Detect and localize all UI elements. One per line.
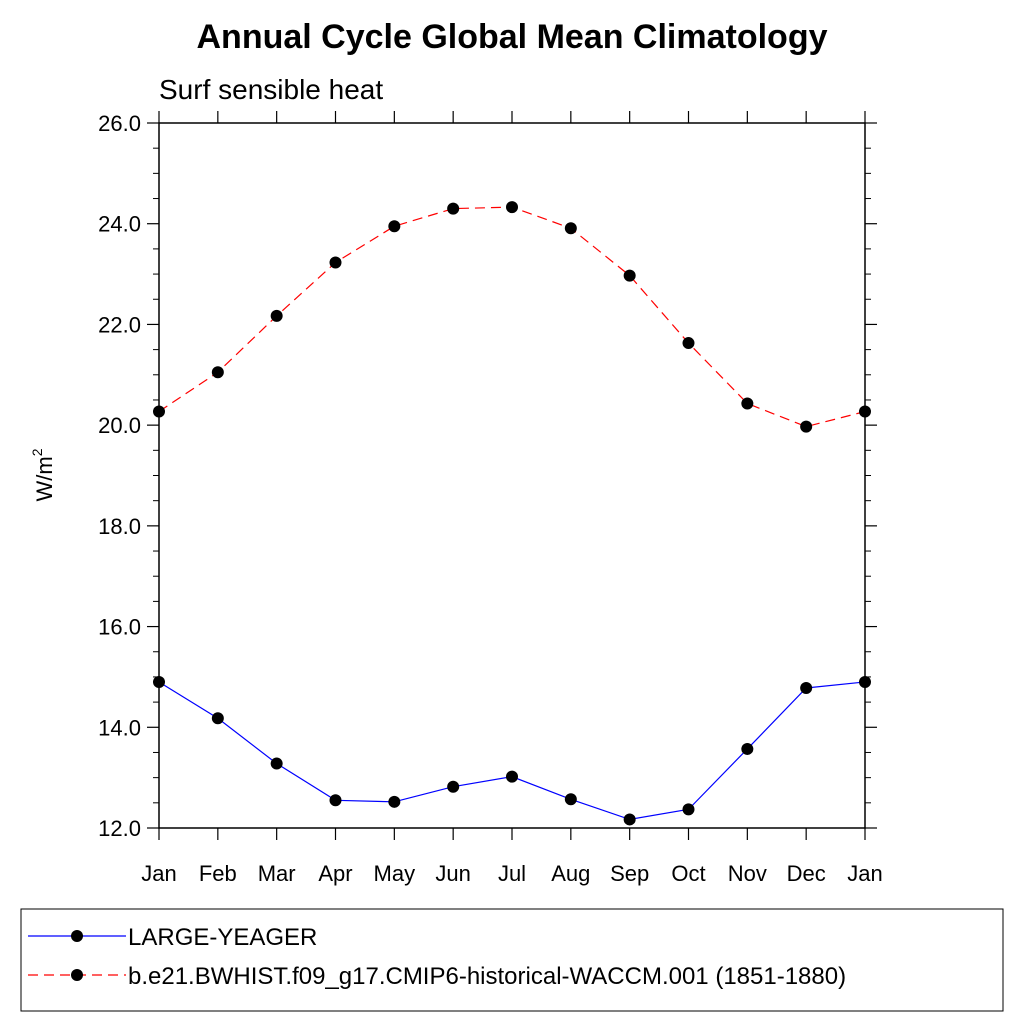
series-2-point bbox=[859, 405, 871, 418]
plot-frame bbox=[158, 122, 866, 829]
y-axis-label-base: W/m bbox=[32, 456, 57, 501]
series-1-point bbox=[859, 675, 871, 688]
axis-ticks: 12.0 14.0 16.0 18.0 20.0 22.0 24.0 26.0 Jan Feb Ma… bbox=[98, 111, 883, 886]
series-2-point bbox=[447, 202, 460, 215]
legend-marker-2 bbox=[71, 969, 83, 981]
series-2-point bbox=[329, 256, 342, 269]
x-tick-label: Apr bbox=[318, 861, 352, 886]
series-2-point bbox=[506, 201, 518, 214]
y-tick-label: 20.0 bbox=[98, 413, 141, 438]
series-1-point bbox=[506, 770, 518, 783]
series-2-point bbox=[388, 220, 401, 233]
y-tick-label: 24.0 bbox=[98, 212, 141, 237]
series-1-point bbox=[447, 780, 460, 793]
x-tick-label: Aug bbox=[551, 861, 590, 886]
legend-box bbox=[20, 908, 1004, 1012]
y-tick-label: 26.0 bbox=[98, 111, 141, 136]
series-2-point bbox=[623, 269, 636, 282]
chart-title: Annual Cycle Global Mean Climatology bbox=[197, 18, 828, 56]
x-tick-label: Jul bbox=[498, 861, 526, 886]
x-tick-label: Jan bbox=[847, 861, 882, 886]
series-1-point bbox=[211, 712, 224, 725]
x-tick-label: Dec bbox=[787, 861, 826, 886]
series-1-point bbox=[388, 795, 401, 808]
series-layer bbox=[153, 201, 871, 826]
series-1-point bbox=[682, 803, 695, 816]
legend-marker-1 bbox=[71, 930, 83, 942]
x-tick-label: Oct bbox=[671, 861, 705, 886]
legend-label-2: b.e21.BWHIST.f09_g17.CMIP6-historical-WA… bbox=[128, 963, 846, 990]
series-1-point bbox=[270, 757, 283, 770]
series-line-2 bbox=[158, 206, 866, 428]
y-tick-label: 16.0 bbox=[98, 615, 141, 640]
series-2-point bbox=[153, 405, 165, 418]
legend: LARGE-YEAGER b.e21.BWHIST.f09_g17.CMIP6-h… bbox=[28, 924, 846, 990]
y-tick-label: 22.0 bbox=[98, 312, 141, 337]
series-line-1 bbox=[158, 681, 866, 821]
y-tick-label: 14.0 bbox=[98, 715, 141, 740]
series-1-point bbox=[800, 682, 813, 695]
series-1-point bbox=[153, 675, 165, 688]
x-tick-label: May bbox=[374, 861, 416, 886]
y-axis-label-superscript: 2 bbox=[29, 448, 45, 456]
series-2-point bbox=[800, 420, 813, 433]
x-tick-label: Mar bbox=[258, 861, 296, 886]
y-axis-label: W/m2 bbox=[29, 448, 57, 501]
y-tick-label: 12.0 bbox=[98, 816, 141, 841]
x-tick-label: Jun bbox=[435, 861, 470, 886]
svg-text:W/m2: W/m2 bbox=[29, 448, 57, 501]
series-2-point bbox=[211, 366, 224, 379]
x-tick-label: Nov bbox=[728, 861, 767, 886]
series-1-point bbox=[564, 793, 577, 806]
series-2-point bbox=[682, 337, 695, 350]
series-1-point bbox=[741, 742, 754, 755]
series-2-point bbox=[564, 222, 577, 235]
y-tick-label: 18.0 bbox=[98, 514, 141, 539]
series-2-point bbox=[270, 309, 283, 322]
legend-label-1: LARGE-YEAGER bbox=[128, 924, 317, 951]
x-tick-label: Jan bbox=[141, 861, 176, 886]
series-2-point bbox=[741, 397, 754, 410]
series-1-point bbox=[329, 794, 342, 807]
series-1-point bbox=[623, 813, 636, 826]
x-tick-label: Feb bbox=[199, 861, 237, 886]
chart-subtitle: Surf sensible heat bbox=[159, 74, 383, 105]
x-tick-label: Sep bbox=[610, 861, 649, 886]
